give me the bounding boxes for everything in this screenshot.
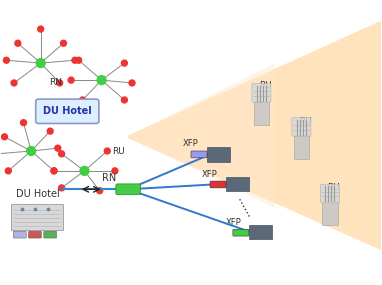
FancyBboxPatch shape [116, 184, 141, 195]
Point [112, 169, 118, 173]
Point [57, 81, 63, 85]
FancyBboxPatch shape [254, 101, 269, 125]
Text: RN: RN [102, 173, 116, 183]
Point [2, 135, 8, 139]
Point [21, 120, 27, 125]
FancyBboxPatch shape [294, 135, 309, 159]
Point [104, 149, 110, 153]
Polygon shape [128, 63, 275, 208]
Text: XFP: XFP [226, 218, 241, 227]
Point [121, 98, 128, 102]
Text: XFP: XFP [202, 170, 218, 179]
Point [51, 169, 57, 173]
FancyBboxPatch shape [13, 231, 26, 238]
Point [58, 152, 65, 156]
Point [37, 27, 44, 31]
Point [45, 207, 51, 211]
FancyBboxPatch shape [207, 147, 230, 162]
Point [51, 169, 57, 173]
FancyBboxPatch shape [29, 231, 41, 238]
Text: RN: RN [49, 78, 62, 87]
FancyBboxPatch shape [44, 231, 57, 238]
Point [60, 41, 66, 46]
Point [76, 58, 82, 62]
Point [81, 169, 87, 173]
Text: RU: RU [259, 81, 272, 90]
Point [129, 81, 135, 85]
Point [19, 207, 25, 211]
Point [99, 78, 105, 82]
Text: XFP: XFP [183, 139, 199, 148]
Point [32, 207, 38, 211]
FancyBboxPatch shape [233, 229, 249, 236]
Text: RU: RU [112, 146, 125, 156]
Point [97, 188, 103, 193]
Point [28, 149, 34, 153]
Point [3, 58, 10, 62]
FancyBboxPatch shape [191, 151, 207, 158]
Point [55, 146, 61, 150]
Point [37, 61, 44, 65]
FancyBboxPatch shape [210, 181, 226, 188]
FancyBboxPatch shape [227, 176, 249, 191]
Text: RU: RU [299, 117, 312, 126]
Polygon shape [128, 21, 381, 250]
Point [58, 186, 65, 190]
FancyBboxPatch shape [252, 84, 271, 102]
FancyBboxPatch shape [11, 204, 63, 230]
Point [72, 58, 78, 62]
Text: DU Hotel: DU Hotel [16, 189, 60, 199]
FancyBboxPatch shape [322, 201, 338, 225]
Point [47, 129, 53, 133]
FancyBboxPatch shape [320, 184, 340, 203]
Point [79, 98, 86, 102]
FancyBboxPatch shape [292, 117, 311, 136]
Point [68, 78, 74, 82]
FancyBboxPatch shape [249, 225, 272, 239]
Point [11, 81, 17, 85]
Text: RU: RU [327, 183, 340, 192]
Point [121, 61, 128, 65]
Text: DU Hotel: DU Hotel [43, 106, 92, 116]
FancyBboxPatch shape [36, 99, 99, 123]
Point [15, 41, 21, 46]
Point [5, 169, 11, 173]
